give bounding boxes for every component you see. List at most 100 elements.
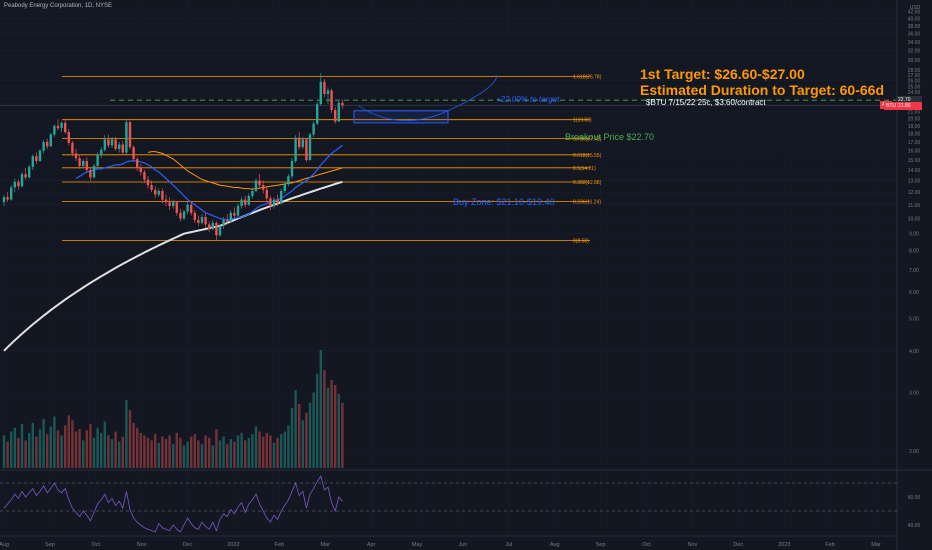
volume-bars [2,350,344,468]
candle-body [312,123,315,135]
volume-bar [265,432,268,468]
volume-bar [197,440,200,468]
candle-body [35,156,38,161]
symbol-title[interactable]: Peabody Energy Corporation, 1D, NYSE [4,3,113,9]
volume-bar [132,422,135,468]
price-tick-label: 15.00 [908,158,921,164]
price-tick-label: 14.00 [908,168,921,174]
time-axis[interactable]: Aug Sep Oct Nov Dec 2022 Feb Mar Apr May Jun Jul Aug… [0,535,897,548]
candle-body [334,110,337,122]
volume-bar [82,440,85,468]
candle-body [308,134,312,160]
candle-body [67,132,70,143]
volume-bar [38,429,42,468]
price-tick-label: 2.00 [909,449,919,455]
volume-bar [244,440,247,468]
fib-label: 0.786(17.42) [573,136,602,142]
candle-body [175,202,178,213]
candle-body [251,191,254,196]
fib-label: 0.5(14.21) [573,166,596,172]
price-tick-label: 10.00 [908,217,921,223]
price-tag: 22.70 [896,96,922,105]
candle-body [186,204,189,212]
candle-body [64,122,67,133]
volume-bar [42,419,45,468]
volume-bar [136,427,139,468]
volume-bar [211,445,214,468]
candle-body [265,189,268,199]
price-tag: 21.86 [896,101,922,110]
candle-body [49,134,52,147]
candle-body [42,141,45,151]
candle-body [229,212,232,222]
candle-body [38,150,42,161]
candle-body [157,191,160,195]
price-tick-label: 7.00 [909,268,919,274]
currency-label: USD [910,5,921,11]
volume-bar [107,435,110,468]
volume-bar [298,403,301,468]
volume-bar [24,440,27,468]
candle-body [247,195,250,205]
candle-body [215,222,218,236]
volume-bar [316,373,319,468]
volume-bar [139,432,142,468]
volume-bar [251,434,254,468]
price-tick-label: 24.00 [908,90,921,96]
volume-bar [208,437,211,468]
candle-body [6,197,9,200]
volume-bar [31,422,34,468]
percent-target-label: +22.00% to target [496,95,560,104]
price-tick-label: 3.00 [909,390,919,396]
volume-bar [190,436,193,468]
volume-bar [204,435,207,468]
volume-bar [103,421,106,468]
candle-body [118,144,121,149]
volume-bar [272,442,276,468]
price-tick-label: 36.00 [908,32,921,38]
volume-bar [96,427,99,468]
candle-body [161,191,164,200]
price-tick-label: 5.00 [909,317,919,323]
candle-body [20,174,24,187]
candle-body [305,139,308,160]
volume-bar [326,387,330,468]
volume-bar [172,444,175,468]
price-tick-label: 6.00 [909,290,919,296]
candle-body [211,222,214,229]
moving-averages [3,144,343,352]
projection-curve [357,75,498,121]
volume-bar [287,425,290,468]
volume-bar [100,432,103,468]
volume-bar [114,431,117,468]
time-tick-label: Sep [45,542,55,548]
volume-bar [150,440,153,468]
price-tick-label: 19.00 [908,124,921,130]
volume-bar [236,435,240,468]
candle-body [110,139,114,146]
candle-body [276,199,279,204]
candle-body [233,212,236,216]
volume-bar [60,435,63,468]
volume-bar [341,402,344,468]
price-tick-label: 21.00 [908,109,921,115]
candle-body [56,125,60,129]
candle-body [168,202,171,207]
price-tick-label: 9.00 [909,232,919,238]
candle-body [301,139,304,148]
candle-body [128,122,132,148]
candle-body [269,198,272,207]
volume-bar [49,426,52,468]
time-tick-label: Dec [183,542,193,548]
price-tick-label: 18.00 [908,132,921,138]
volume-bar [10,431,13,468]
candle-body [262,185,265,190]
candle-body [337,102,340,122]
volume-bar [35,436,38,468]
candle-body [17,181,20,187]
candle-body [236,206,240,216]
candle-body [280,191,283,204]
price-tick-label: 13.00 [908,179,921,185]
candle-body [71,142,74,154]
volume-bar [240,432,243,468]
